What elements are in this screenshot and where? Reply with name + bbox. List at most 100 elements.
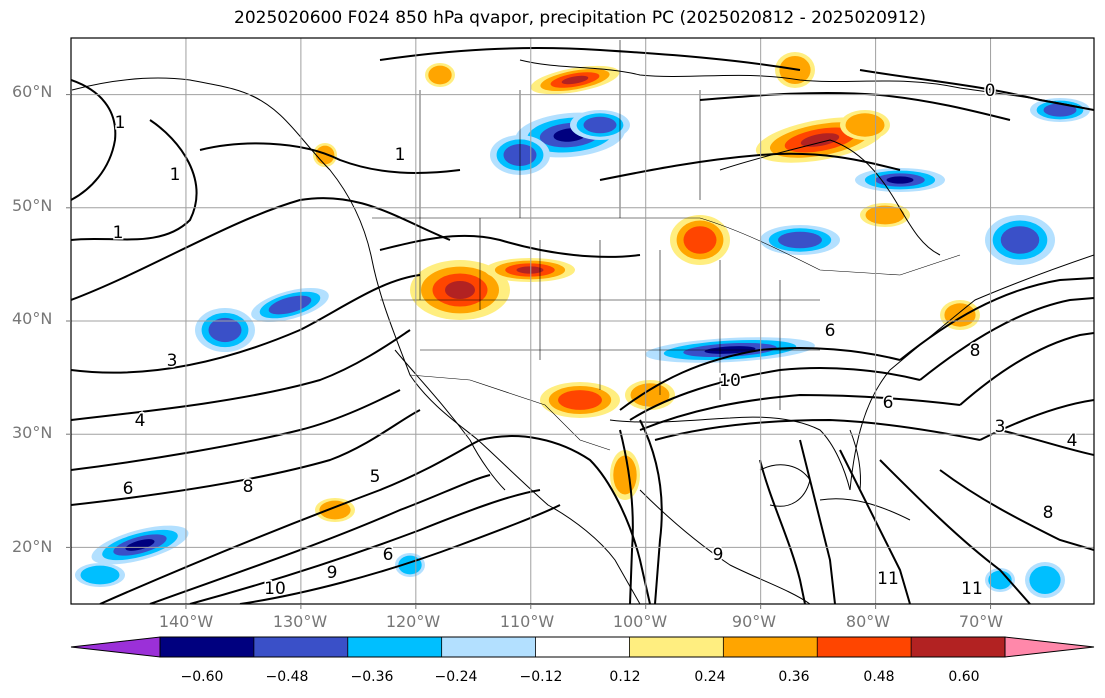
shade-ne-neg <box>1030 98 1090 122</box>
coastline-west <box>249 94 641 604</box>
colorbar-segment <box>911 637 1005 657</box>
lon-label-110w: 110°W <box>499 612 555 631</box>
shade-west-pos-2 <box>485 258 575 282</box>
contour-label: 9 <box>713 545 724 565</box>
contour-line <box>71 79 117 201</box>
lon-label-70w: 70°W <box>958 612 1004 631</box>
contour-label: 3 <box>995 417 1006 437</box>
shade-ne-neg-level <box>1043 103 1077 117</box>
coastline-baja <box>394 349 506 491</box>
contour-label: 6 <box>883 393 894 413</box>
colorbar-tick: −0.48 <box>265 669 309 685</box>
shade-west-pos <box>410 260 510 320</box>
colorbar-segment <box>629 637 724 657</box>
colorbar <box>70 636 1095 658</box>
shade-arctic-pos <box>530 65 620 95</box>
lat-label-60: 60°N <box>12 82 53 101</box>
colorbar-segment <box>723 637 818 657</box>
shade-mexico-pos-level <box>613 455 637 495</box>
contour-line <box>71 329 411 421</box>
contour-line <box>379 47 801 71</box>
lon-label-80w: 80°W <box>845 612 891 631</box>
contour-label: 4 <box>1067 431 1078 451</box>
axis-ticks <box>66 94 992 609</box>
colorbar-frame <box>159 636 1006 658</box>
contour-line <box>639 393 961 431</box>
colorbar-tick: −0.12 <box>519 669 563 685</box>
shade-west-pos-level <box>445 281 475 299</box>
shade-texas-pos-2 <box>625 380 675 410</box>
lat-label-40: 40°N <box>12 309 53 328</box>
colorbar-segment <box>441 637 536 657</box>
shade-subtrop-neg <box>91 525 189 565</box>
shade-hudson-pos-2 <box>840 110 890 140</box>
shade-west-pos-2-level <box>516 266 544 274</box>
shade-pacific-neg <box>251 287 329 323</box>
shade-texas-pos-level <box>558 390 602 410</box>
colorbar-segment <box>347 637 442 657</box>
contour-label: 6 <box>825 321 836 341</box>
shade-hudson-pos-level <box>800 133 840 147</box>
lon-label-120w: 120°W <box>385 612 441 631</box>
contour-line <box>654 418 981 441</box>
shade-subtrop-neg-level <box>125 539 155 551</box>
contour-label: 1 <box>115 113 126 133</box>
contour-label: 0 <box>985 81 996 101</box>
contour-label: 1 <box>170 165 181 185</box>
colorbar-extend-left <box>70 636 161 658</box>
shade-east-neg <box>985 215 1055 265</box>
contour-label: 4 <box>135 411 146 431</box>
contour-label: 6 <box>383 545 394 565</box>
contour-line <box>71 409 421 506</box>
shade-arctic-pos-2 <box>425 63 455 87</box>
contour-line <box>189 489 541 604</box>
contour-line <box>999 429 1094 456</box>
shade-lakes-pos <box>670 215 730 265</box>
contour-line <box>71 274 421 374</box>
contour-label: 8 <box>243 477 254 497</box>
shade-ontario-pos <box>860 203 910 227</box>
colorbar-tick: −0.36 <box>350 669 394 685</box>
contour-label: 8 <box>970 341 981 361</box>
border-us-mexico <box>409 374 611 451</box>
colorbar-tick: 0.36 <box>778 669 810 685</box>
shade-canada-neg-3-level <box>583 116 617 134</box>
coastline-hudson <box>719 139 941 256</box>
political-borders <box>372 40 961 451</box>
colorbar-segment <box>253 637 348 657</box>
contour-label: 11 <box>877 569 899 589</box>
contour-label: 10 <box>719 371 741 391</box>
contour-label: 9 <box>327 563 338 583</box>
shade-gulf-alaska-pos-level <box>315 145 335 165</box>
lon-label-100w: 100°W <box>612 612 668 631</box>
border-states-2 <box>380 299 820 351</box>
contour-line <box>199 142 461 174</box>
contour-label: 6 <box>123 479 134 499</box>
colorbar-tick: 0.24 <box>694 669 726 685</box>
shade-subtrop-pos-level <box>319 500 351 520</box>
colorbar-segment <box>817 637 912 657</box>
lat-label-50: 50°N <box>12 196 53 215</box>
contour-line <box>959 332 1094 406</box>
contour-label: 10 <box>264 579 286 599</box>
shade-quebec-neg <box>855 168 945 192</box>
contour-line <box>759 459 806 604</box>
contour-line <box>71 389 401 471</box>
contour-line <box>859 69 1094 111</box>
contour-line <box>379 234 641 258</box>
contour-line <box>619 429 634 604</box>
shade-caribbean-neg <box>1025 562 1065 598</box>
colorbar-extend-right <box>1004 636 1095 658</box>
contour-line <box>149 474 491 604</box>
contour-line <box>899 277 1094 361</box>
colorbar-tick: 0.60 <box>948 669 980 685</box>
lon-label-90w: 90°W <box>731 612 777 631</box>
contour-line <box>639 419 663 604</box>
shade-pacific-neg-2-level <box>208 317 242 343</box>
lon-label-130w: 130°W <box>272 612 328 631</box>
shade-subtrop-neg-2-level <box>80 565 120 585</box>
contour-line <box>239 504 561 604</box>
precip-shading <box>75 52 1090 598</box>
contour-line <box>939 469 1094 551</box>
